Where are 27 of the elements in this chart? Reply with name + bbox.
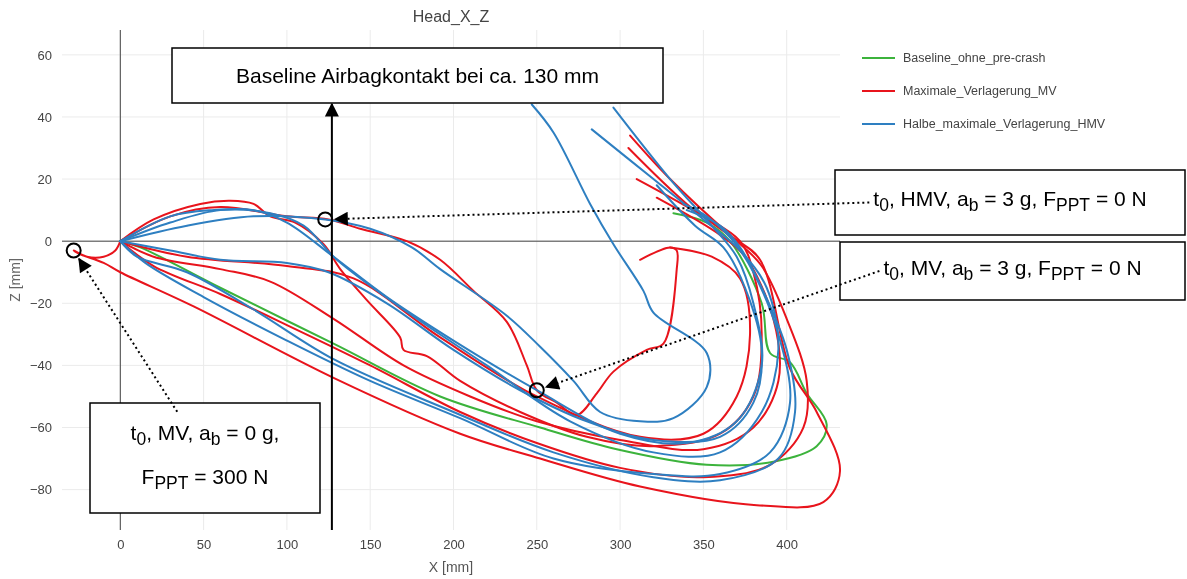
y-tick-label: −60	[29, 420, 52, 436]
x-tick-label: 250	[526, 537, 549, 553]
text: t$_{0}$, MV, a$_{b}$ = 3 g, F$_{PPT}$ = 0 N	[883, 254, 1142, 287]
legend-label: Baseline_ohne_pre-crash	[903, 51, 1046, 65]
y-tick-label: −80	[29, 482, 52, 498]
y-tick-label: 0	[44, 233, 52, 249]
annotation: Baseline Airbagkontakt bei ca. 130 mm	[235, 62, 600, 89]
chart-title: Head_X_Z	[412, 8, 490, 26]
legend-label: Maximale_Verlagerung_MV	[903, 84, 1058, 98]
x-tick-label: 300	[609, 537, 632, 553]
x-tick-label: 400	[776, 537, 799, 553]
x-tick-label: 350	[693, 537, 715, 553]
y-tick-label: −40	[29, 358, 52, 374]
y-tick-label: 60	[37, 47, 52, 63]
y-tick-label: −20	[29, 295, 52, 311]
y-tick-label: 20	[37, 171, 52, 187]
text: t$_{0}$, MV, a$_{b}$ = 0 g, F$_{PPT}$ = 300 N	[130, 420, 280, 494]
legend-label: Halbe_maximale_Verlagerung_HMV	[903, 117, 1106, 131]
text: t$_{0}$, HMV, a$_{b}$ = 3 g, F$_{PPT}$ = 0 N	[873, 186, 1147, 218]
x-tick-label: 150	[359, 537, 382, 553]
x-tick-label: 200	[443, 537, 465, 553]
y-tick-label: 40	[37, 109, 52, 125]
y-axis-title: Z [mm]	[7, 258, 23, 302]
x-tick-label: 50	[196, 537, 212, 553]
x-tick-label: 0	[117, 537, 125, 553]
x-axis-title: X [mm]	[428, 559, 474, 575]
x-tick-label: 100	[276, 537, 299, 553]
